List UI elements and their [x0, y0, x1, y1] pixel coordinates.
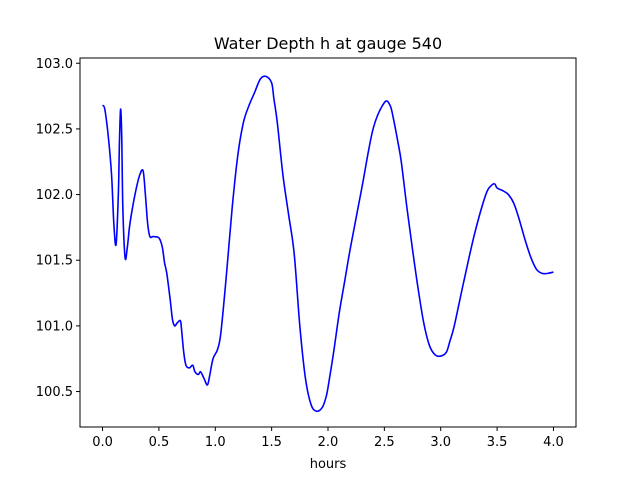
x-tick-label: 2.5 — [374, 435, 395, 450]
y-tick-label: 101.0 — [36, 319, 73, 334]
y-tick-label: 100.5 — [36, 385, 73, 400]
x-tick-label: 0.5 — [149, 435, 170, 450]
y-tick-label: 102.0 — [36, 188, 73, 203]
y-axis-ticks: 100.5 101.0 101.5 102.0 102.5 103.0 — [36, 57, 80, 400]
x-axis-ticks: 0.0 0.5 1.0 1.5 2.0 2.5 3.0 3.5 4.0 — [92, 427, 564, 450]
x-tick-label: 4.0 — [543, 435, 564, 450]
plot-frame — [79, 57, 577, 428]
y-tick-label: 103.0 — [36, 57, 73, 72]
chart-title: Water Depth h at gauge 540 — [214, 34, 442, 53]
x-tick-label: 1.5 — [261, 435, 282, 450]
y-tick-label: 101.5 — [36, 254, 73, 269]
x-tick-label: 1.0 — [205, 435, 226, 450]
plot-area — [101, 75, 554, 413]
x-tick-label: 3.5 — [487, 435, 508, 450]
series-line — [101, 75, 554, 413]
x-tick-label: 2.0 — [318, 435, 339, 450]
x-tick-label: 3.0 — [430, 435, 451, 450]
x-tick-label: 0.0 — [92, 435, 113, 450]
x-axis-label: hours — [310, 457, 347, 472]
y-tick-label: 102.5 — [36, 122, 73, 137]
